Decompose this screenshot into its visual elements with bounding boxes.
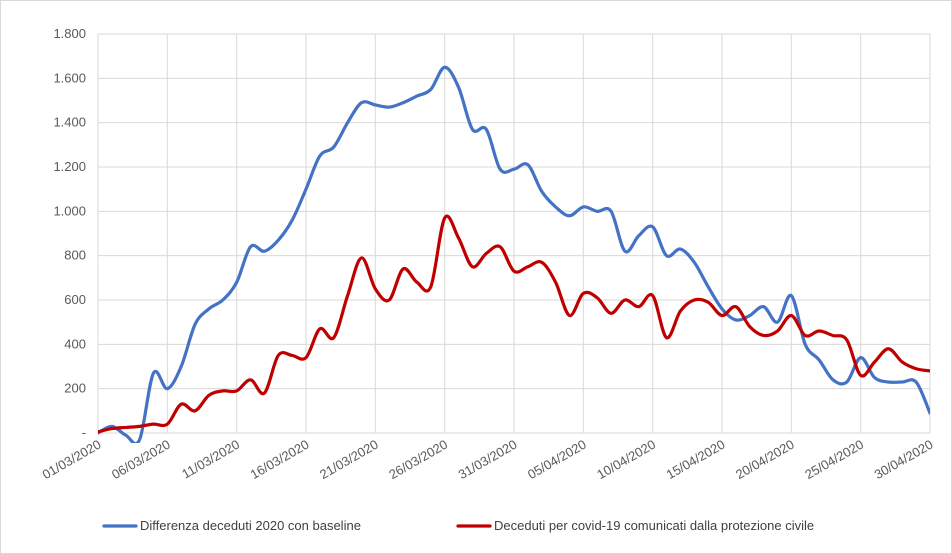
- y-tick-label: 1.400: [53, 115, 86, 130]
- y-tick-label: 1.600: [53, 70, 86, 85]
- y-axis-ticks: - 200 400 600 800 1.000 1.200 1.400 1.600 1.800: [53, 26, 86, 440]
- series-line-baseline-difference: [98, 65, 930, 443]
- y-tick-label: 1.000: [53, 203, 86, 218]
- gridlines: [97, 33, 931, 434]
- y-tick-label: 1.800: [53, 26, 86, 41]
- legend-label: Differenza deceduti 2020 con baseline: [140, 518, 361, 533]
- y-tick-label: 600: [64, 292, 86, 307]
- y-tick-label: 1.200: [53, 159, 86, 174]
- y-tick-label: 400: [64, 336, 86, 351]
- y-tick-label: 800: [64, 248, 86, 263]
- y-tick-label: 200: [64, 381, 86, 396]
- y-tick-label: -: [82, 425, 86, 440]
- series-line-covid-deaths: [98, 214, 930, 434]
- series-lines: [98, 65, 930, 443]
- legend: Differenza deceduti 2020 con baseline Dec…: [102, 518, 814, 533]
- legend-label: Deceduti per covid-19 comunicati dalla p…: [494, 518, 814, 533]
